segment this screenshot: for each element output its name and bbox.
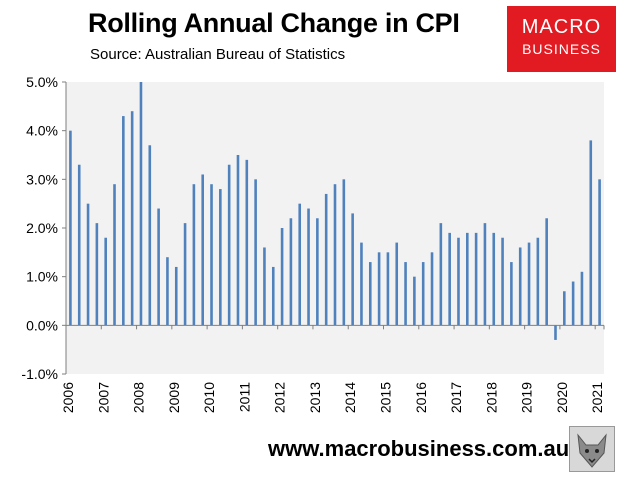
bar [139, 82, 143, 326]
website-url[interactable]: www.macrobusiness.com.au [268, 436, 570, 461]
y-tick-label: 2.0% [26, 220, 58, 236]
bar [77, 164, 81, 326]
bar [563, 291, 566, 326]
bar [430, 252, 434, 326]
x-tick-label: 2015 [378, 382, 394, 413]
x-tick-label: 2010 [201, 382, 217, 413]
bar [245, 159, 249, 326]
y-tick-label: -1.0% [21, 366, 58, 382]
x-tick-label: 2013 [307, 382, 323, 413]
bar [448, 232, 451, 326]
bar [368, 262, 372, 326]
y-tick-label: 0.0% [26, 317, 58, 333]
bar [483, 223, 487, 326]
x-tick-label: 2021 [589, 382, 605, 413]
x-tick-label: 2007 [95, 382, 111, 413]
bar [527, 242, 531, 326]
macrobusiness-logo[interactable]: MACRO BUSINESS [507, 6, 616, 72]
wolf-icon [569, 426, 615, 472]
bar [510, 262, 513, 326]
x-tick-label: 2018 [483, 382, 499, 413]
bar [316, 218, 319, 326]
bar [580, 271, 584, 326]
y-tick-label: 1.0% [26, 269, 58, 285]
bar [130, 111, 134, 326]
bar [492, 232, 496, 326]
bar [298, 203, 302, 326]
bar [395, 242, 399, 326]
bar [466, 232, 469, 326]
bar [104, 237, 107, 326]
bar [377, 252, 381, 326]
bar [457, 237, 460, 326]
bar [545, 218, 548, 326]
bar [360, 242, 363, 326]
x-tick-label: 2006 [60, 382, 76, 413]
chart-subtitle: Source: Australian Bureau of Statistics [90, 46, 346, 63]
bar [351, 213, 354, 326]
bar [95, 223, 99, 326]
bar [421, 262, 425, 326]
bar [219, 189, 222, 326]
bar [210, 184, 213, 326]
bar [280, 228, 284, 326]
bar [254, 179, 257, 326]
bar [386, 252, 390, 326]
y-tick-label: 3.0% [26, 171, 58, 187]
bar [289, 218, 293, 326]
x-tick-label: 2008 [131, 382, 147, 413]
bar [86, 203, 90, 326]
bar [148, 145, 152, 326]
bar [404, 262, 407, 326]
bar [501, 237, 504, 326]
bar [518, 247, 522, 326]
logo-line-macro: MACRO [521, 16, 602, 38]
cpi-bar-chart: -1.0% 0.0% 1.0% 2.0% 3.0% 4.0% 5.0% 2006 2007 20… [21, 74, 605, 413]
bar [157, 208, 160, 326]
bar [324, 193, 328, 326]
x-tick-label: 2012 [272, 382, 288, 413]
bar [536, 237, 540, 326]
bar [271, 266, 275, 326]
logo-line-business: BUSINESS [522, 41, 601, 57]
x-tick-label: 2011 [236, 382, 252, 412]
bar [113, 184, 116, 326]
bar [227, 164, 231, 326]
y-tick-label: 4.0% [26, 123, 58, 139]
bar [201, 174, 204, 326]
bar [439, 223, 443, 326]
y-tick-label: 5.0% [26, 74, 58, 90]
x-tick-label: 2016 [413, 382, 429, 413]
bar [571, 281, 575, 326]
x-tick-label: 2017 [448, 382, 464, 413]
bar [174, 266, 178, 326]
x-tick-label: 2019 [519, 382, 535, 413]
bar [307, 208, 310, 326]
bar [236, 155, 240, 326]
bar [333, 184, 337, 326]
bar [474, 232, 478, 326]
bar [413, 276, 416, 326]
bar [69, 130, 72, 326]
bar [166, 257, 169, 326]
bar [183, 223, 187, 326]
bar [342, 179, 346, 326]
x-tick-label: 2009 [166, 382, 182, 413]
x-tick-label: 2014 [342, 382, 358, 413]
bar [554, 325, 557, 340]
x-tick-label: 2020 [554, 382, 570, 413]
bar [192, 184, 196, 326]
bar [122, 116, 125, 326]
bar [263, 247, 266, 326]
bar [589, 140, 593, 326]
bar [598, 179, 601, 326]
chart-title: Rolling Annual Change in CPI [88, 8, 460, 38]
